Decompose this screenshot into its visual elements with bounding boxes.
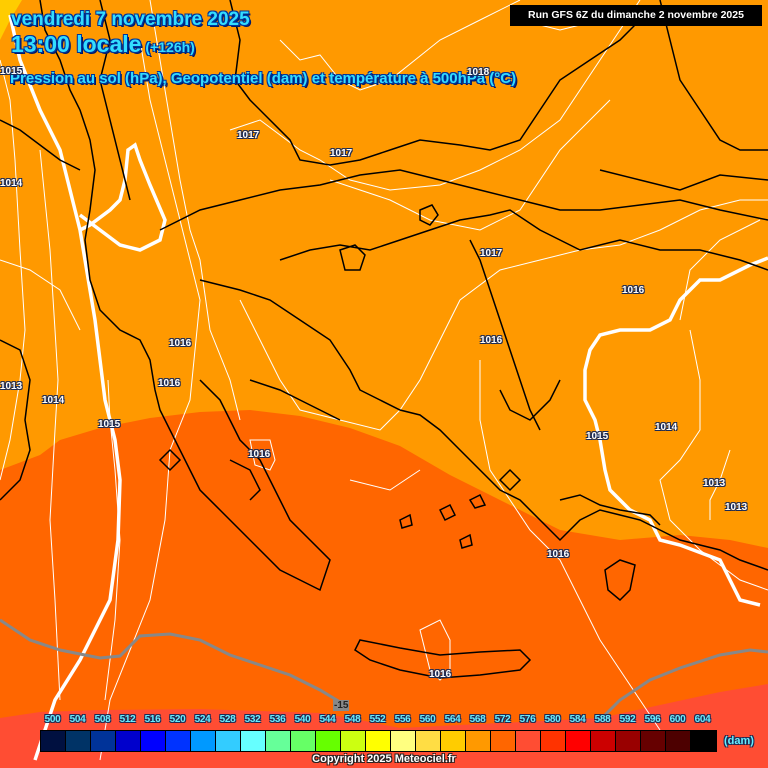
isobar-label: 1013 (0, 381, 23, 392)
colorbar-label: 572 (494, 714, 511, 725)
isobar-label: 1018 (467, 67, 490, 78)
colorbar-label: 576 (519, 714, 536, 725)
isobar-label: 1016 (622, 285, 645, 296)
isobar-label: 1015 (0, 66, 23, 77)
colorbar-swatch (216, 731, 241, 751)
colorbar-label: 540 (294, 714, 311, 725)
colorbar-labels: 500 504 508 512 516 520 524 528 532 536 540 544 548 5… (40, 714, 715, 725)
colorbar-label: 520 (169, 714, 186, 725)
isobar-label: 1013 (725, 502, 748, 513)
isobar-label: 1015 (586, 431, 609, 442)
colorbar-swatch (66, 731, 91, 751)
isobar-1015 (8, 14, 768, 761)
colorbar-swatch (516, 731, 541, 751)
colorbar-swatch (616, 731, 641, 751)
isobar-label: 1016 (429, 669, 452, 680)
colorbar-label: 512 (119, 714, 136, 725)
forecast-lead-time: (+126h) (145, 39, 195, 55)
isobar-label: 1016 (547, 549, 570, 560)
colorbar-label: 596 (644, 714, 661, 725)
colorbar-swatch (491, 731, 516, 751)
colorbar-label: 548 (344, 714, 361, 725)
colorbar-swatch (341, 731, 366, 751)
colorbar-swatch (191, 731, 216, 751)
colorbar-label: 544 (319, 714, 336, 725)
colorbar-unit: (dam) (724, 735, 754, 747)
isotherm-label: -15 (333, 700, 350, 711)
colorbar-swatch (691, 731, 716, 751)
colorbar-label: 500 (44, 714, 61, 725)
colorbar-label: 508 (94, 714, 111, 725)
colorbar-label: 528 (219, 714, 236, 725)
colorbar-label: 560 (419, 714, 436, 725)
isobar-label: 1016 (169, 338, 192, 349)
colorbar-label: 552 (369, 714, 386, 725)
colorbar-label: 536 (269, 714, 286, 725)
model-run-info: Run GFS 6Z du dimanche 2 novembre 2025 (510, 5, 762, 26)
geopotential-colorbar (40, 730, 717, 752)
isobar-label: 1014 (42, 395, 65, 406)
isobar-label: 1017 (480, 248, 503, 259)
colorbar-label: 600 (669, 714, 686, 725)
colorbar-label: 516 (144, 714, 161, 725)
colorbar-swatch (166, 731, 191, 751)
colorbar-label: 580 (544, 714, 561, 725)
isobar-label: 1017 (237, 130, 260, 141)
colorbar-label: 504 (69, 714, 86, 725)
colorbar-label: 532 (244, 714, 261, 725)
colorbar-swatch (291, 731, 316, 751)
colorbar-swatch (591, 731, 616, 751)
colorbar-swatch (241, 731, 266, 751)
colorbar-swatch (566, 731, 591, 751)
fill-564 (0, 0, 22, 40)
isobar-label: 1014 (0, 178, 23, 189)
isobar-label: 1016 (158, 378, 181, 389)
isobar-label: 1016 (480, 335, 503, 346)
colorbar-swatch (41, 731, 66, 751)
colorbar-swatch (641, 731, 666, 751)
colorbar-swatch (116, 731, 141, 751)
colorbar-swatch (141, 731, 166, 751)
colorbar-swatch (91, 731, 116, 751)
colorbar-label: 604 (694, 714, 711, 725)
colorbar-label: 588 (594, 714, 611, 725)
isobar-label: 1014 (655, 422, 678, 433)
colorbar-swatch (316, 731, 341, 751)
colorbar-swatch (366, 731, 391, 751)
colorbar-swatch (541, 731, 566, 751)
fill-572 (0, 410, 768, 768)
colorbar-swatch (266, 731, 291, 751)
colorbar-label: 592 (619, 714, 636, 725)
coastlines-borders (0, 0, 768, 679)
colorbar-label: 568 (469, 714, 486, 725)
isobar-label: 1015 (98, 419, 121, 430)
forecast-date: vendredi 7 novembre 2025 (11, 9, 250, 30)
colorbar-label: 584 (569, 714, 586, 725)
colorbar-swatch (666, 731, 691, 751)
colorbar-swatch (441, 731, 466, 751)
colorbar-swatch (466, 731, 491, 751)
isotherm-minus15 (0, 618, 768, 722)
isobar-label: 1013 (703, 478, 726, 489)
isobar-label: 1016 (248, 449, 271, 460)
map-description: Pression au sol (hPa), Geopotentiel (dam… (10, 70, 517, 87)
colorbar-label: 564 (444, 714, 461, 725)
colorbar-label: 524 (194, 714, 211, 725)
forecast-time: 13:00 locale (+126h) (11, 31, 195, 58)
isobar-label: 1017 (330, 148, 353, 159)
colorbar-swatch (391, 731, 416, 751)
colorbar-swatch (416, 731, 441, 751)
forecast-time-text: 13:00 locale (11, 31, 142, 57)
colorbar-label: 556 (394, 714, 411, 725)
copyright: Copyright 2025 Meteociel.fr (312, 753, 456, 765)
